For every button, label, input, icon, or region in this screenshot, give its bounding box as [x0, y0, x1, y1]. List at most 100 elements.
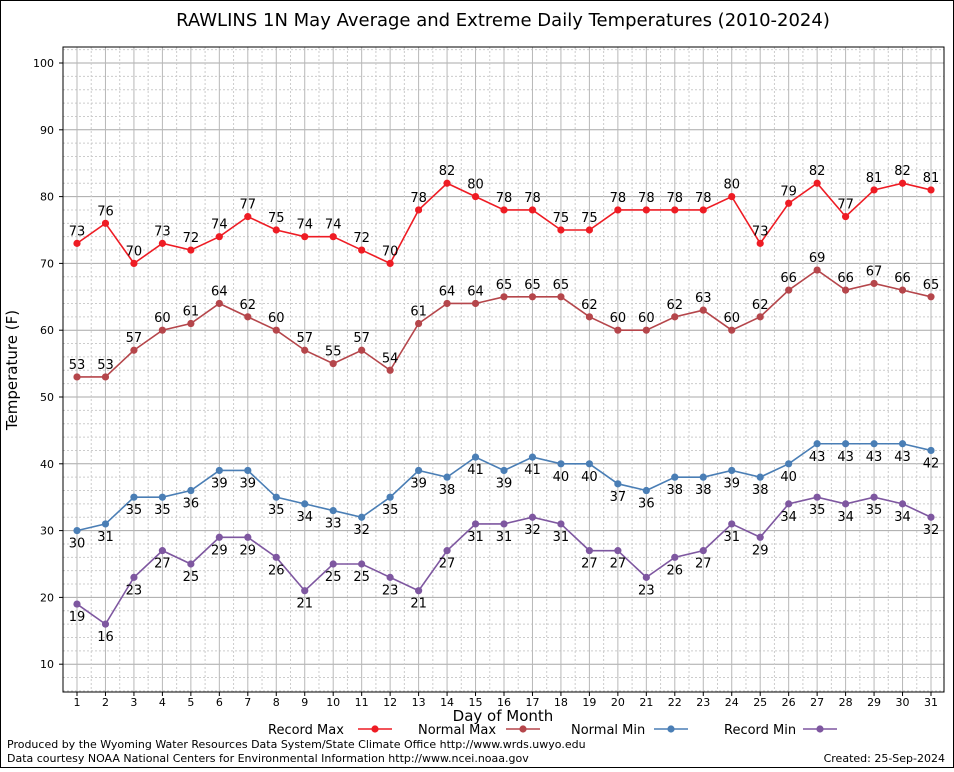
data-point: [187, 319, 195, 328]
data-point: [187, 486, 195, 495]
x-tick-label: 9: [301, 696, 308, 709]
data-label: 43: [837, 450, 854, 465]
legend: Record Max Normal Max Normal Min Record Min: [268, 723, 837, 738]
data-label: 74: [211, 218, 228, 233]
x-tick-label: 10: [326, 696, 340, 709]
data-point: [642, 326, 650, 334]
x-tick-label: 18: [554, 696, 568, 709]
data-point: [272, 226, 280, 234]
data-label: 16: [97, 630, 114, 645]
data-point: [272, 326, 280, 334]
data-label: 66: [837, 271, 854, 286]
data-point: [585, 313, 594, 321]
data-label: 33: [325, 517, 342, 532]
data-point: [927, 446, 935, 455]
data-label: 65: [923, 278, 940, 293]
data-point: [301, 346, 309, 354]
x-tick-label: 2: [102, 696, 109, 709]
data-label: 77: [240, 198, 257, 213]
data-label: 34: [894, 510, 911, 525]
legend-item: Record Min: [724, 723, 837, 738]
x-tick-label: 23: [696, 696, 710, 709]
data-point: [386, 259, 394, 267]
data-point: [671, 473, 679, 481]
data-label: 81: [923, 171, 940, 186]
data-label: 60: [268, 311, 285, 326]
y-tick-label: 100: [33, 57, 54, 70]
data-label: 37: [610, 490, 627, 505]
data-label: 75: [581, 211, 598, 226]
data-point: [500, 520, 508, 528]
data-point: [528, 453, 537, 461]
data-label: 27: [439, 557, 456, 572]
data-point: [158, 493, 166, 501]
data-label: 42: [923, 456, 940, 471]
data-label: 67: [866, 264, 883, 279]
data-point: [528, 206, 537, 214]
legend-label: Record Min: [724, 723, 796, 738]
y-axis-ticks: 10 20 30 40 50 60 70 80 90 100: [33, 57, 63, 671]
data-point: [699, 547, 707, 555]
data-point: [842, 286, 850, 294]
data-point: [728, 326, 736, 334]
data-point: [500, 293, 508, 301]
data-label: 66: [780, 271, 797, 286]
data-label: 34: [837, 510, 854, 525]
x-tick-label: 1: [74, 696, 81, 709]
data-point: [728, 520, 736, 528]
data-point: [813, 179, 821, 187]
data-label: 65: [553, 278, 570, 293]
data-point: [386, 573, 394, 581]
legend-marker: [371, 725, 379, 733]
data-point: [642, 486, 650, 495]
data-point: [130, 346, 138, 354]
data-point: [158, 547, 166, 555]
data-point: [329, 233, 337, 241]
data-label: 36: [638, 497, 655, 512]
data-label: 64: [467, 284, 484, 299]
data-point: [699, 473, 707, 481]
data-label: 78: [610, 191, 627, 206]
data-label: 38: [667, 483, 684, 498]
data-point: [130, 259, 138, 267]
data-point: [785, 500, 793, 508]
data-point: [557, 293, 565, 301]
data-point: [585, 226, 594, 234]
data-point: [870, 186, 878, 194]
x-tick-label: 30: [896, 696, 910, 709]
data-point: [215, 299, 223, 308]
data-point: [443, 473, 451, 481]
data-point: [699, 306, 707, 314]
data-label: 25: [325, 570, 342, 585]
data-point: [130, 493, 138, 501]
x-tick-label: 17: [525, 696, 539, 709]
data-point: [130, 573, 138, 581]
data-label: 25: [353, 570, 370, 585]
x-axis-ticks: 1 2 3 4 5 6 7 8 9 10 11 12 13 14 15 16 17 18 19 20 21 22 23 24 2…: [74, 692, 938, 709]
data-point: [813, 266, 821, 274]
chart-title: RAWLINS 1N May Average and Extreme Daily…: [176, 10, 830, 31]
created-date: Created: 25-Sep-2024: [824, 752, 945, 765]
credit-line-2: Data courtesy NOAA National Centers for …: [7, 752, 529, 765]
y-axis-label: Temperature (F): [3, 310, 21, 431]
data-point: [500, 466, 508, 475]
data-label: 60: [154, 311, 171, 326]
series-record-max: 73 76 70 73 72 74 77 75 74 74 72 70 78 82 80 78 78 75 75 78…: [69, 164, 940, 267]
data-label: 64: [211, 284, 228, 299]
data-point: [898, 440, 907, 448]
data-label: 43: [809, 450, 826, 465]
x-tick-label: 6: [216, 696, 223, 709]
x-tick-label: 15: [469, 696, 483, 709]
data-point: [898, 179, 907, 187]
data-label: 35: [382, 503, 399, 518]
data-point: [101, 219, 110, 227]
series-normal-max: 53 53 57 60 61 64 62 60 57 55 57 54 61 64 64 65 65 65 62 60…: [69, 251, 940, 381]
y-tick-label: 30: [40, 525, 54, 538]
data-point: [329, 506, 337, 515]
data-label: 69: [809, 251, 826, 266]
legend-marker: [816, 725, 824, 733]
data-label: 70: [126, 244, 143, 259]
data-label: 39: [723, 476, 740, 491]
data-label: 53: [69, 358, 86, 373]
